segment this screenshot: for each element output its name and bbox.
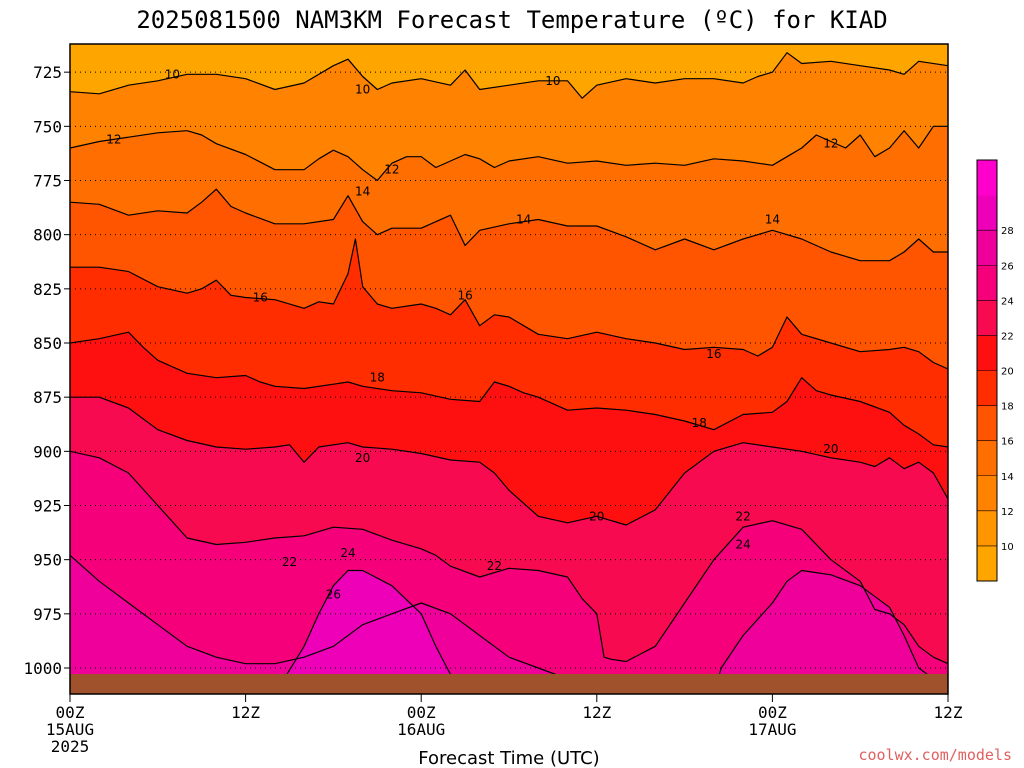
y-tick-label: 975 [33, 605, 62, 624]
x-tick-label-line1: 00Z [56, 703, 85, 722]
colorbar-segment [977, 230, 997, 266]
isotherm-label-22: 22 [735, 509, 750, 523]
colorbar-segment [977, 405, 997, 442]
x-tick-label-line1: 12Z [231, 703, 260, 722]
isotherm-label-18: 18 [370, 371, 385, 385]
y-tick-label: 925 [33, 497, 62, 516]
isotherm-labels: 10 10 10 12 12 12 14 14 14 16 16 16 18 18 20 20 20 22 22 22… [106, 67, 838, 601]
isotherm-26 [274, 569, 459, 694]
isotherm-10 [70, 52, 948, 99]
isotherm-14 [70, 188, 948, 262]
colorbar-segment [977, 300, 997, 336]
isotherm-label-10: 10 [165, 67, 180, 81]
y-tick-label: 825 [33, 280, 62, 299]
colorbar-label: 16 [1001, 437, 1014, 448]
x-tick-label-line3: 2025 [51, 737, 90, 756]
x-tick-label-line1: 00Z [758, 703, 787, 722]
isotherm-label-14: 14 [355, 184, 370, 198]
temperature-fill-layer [70, 52, 948, 694]
plot-frame [69, 43, 949, 695]
isotherm-label-26: 26 [326, 587, 341, 601]
isotherm-24 [70, 554, 948, 694]
chart-title: 2025081500 NAM3KM Forecast Temperature (… [136, 6, 887, 34]
x-tick-label-line1: 12Z [582, 703, 611, 722]
colorbar-segment [977, 545, 997, 582]
y-tick-label: 1000 [23, 659, 62, 678]
colorbar-segment [977, 265, 997, 301]
colorbar-segment [977, 510, 997, 547]
colorbar-segment [977, 160, 997, 196]
isotherm-label-24: 24 [340, 546, 355, 560]
x-tick-label-line1: 12Z [934, 703, 963, 722]
colorbar: 10 12 14 16 18 20 22 24 26 28 [976, 159, 1014, 582]
credit-text: coolwx.com/models [858, 746, 1012, 764]
colorbar-label: 26 [1001, 261, 1014, 272]
y-tick-label: 775 [33, 172, 62, 191]
colorbar-label: 20 [1001, 367, 1014, 378]
isotherm-22 [70, 450, 948, 665]
y-tick-label: 900 [33, 442, 62, 461]
isotherm-label-22: 22 [487, 559, 502, 573]
x-tick-label-line2: 15AUG [46, 720, 94, 739]
x-axis-label: Forecast Time (UTC) [418, 748, 599, 768]
y-tick-label: 875 [33, 388, 62, 407]
colorbar-segment [977, 195, 997, 231]
isotherm-label-12: 12 [823, 137, 838, 151]
colorbar-segment [977, 475, 997, 512]
ground-surface [70, 674, 948, 694]
isotherm-label-20: 20 [355, 451, 370, 465]
temperature-band-22 [70, 451, 948, 694]
isotherm-label-14: 14 [765, 213, 780, 227]
colorbar-segment [977, 335, 997, 371]
colorbar-label: 28 [1001, 226, 1014, 237]
isotherm-label-18: 18 [692, 416, 707, 430]
y-axis: 725 750 775 800 825 850 875 900 925 950 975 1000 [23, 63, 70, 678]
isotherm-label-10: 10 [355, 83, 370, 97]
isotherm-label-10: 10 [545, 74, 560, 88]
x-tick-label-line2: 16AUG [397, 720, 445, 739]
isotherm-16 [70, 238, 948, 370]
colorbar-label: 22 [1001, 331, 1014, 342]
isotherm-label-12: 12 [106, 132, 121, 146]
isotherm-label-24: 24 [735, 538, 750, 552]
isotherm-label-16: 16 [253, 291, 268, 305]
colorbar-label: 18 [1001, 402, 1014, 413]
isotherm-label-22: 22 [282, 555, 297, 569]
isotherm-18 [70, 331, 948, 448]
colorbar-label: 14 [1001, 472, 1014, 483]
isotherm-12 [70, 125, 948, 182]
colorbar-label: 12 [1001, 507, 1014, 518]
colorbar-label: 24 [1001, 296, 1014, 307]
temperature-band-24 [70, 555, 948, 694]
y-tick-label: 750 [33, 117, 62, 136]
colorbar-segment [977, 440, 997, 477]
x-tick-label-line2: 17AUG [748, 720, 796, 739]
isotherm-label-20: 20 [823, 442, 838, 456]
y-tick-label: 800 [33, 226, 62, 245]
y-tick-label: 850 [33, 334, 62, 353]
colorbar-label: 10 [1001, 542, 1014, 553]
y-tick-label: 725 [33, 63, 62, 82]
isotherm-20 [70, 396, 948, 526]
isotherm-label-20: 20 [589, 509, 604, 523]
isotherm-label-16: 16 [457, 288, 472, 302]
isotherm-lines [70, 52, 948, 694]
y-tick-label: 950 [33, 551, 62, 570]
isotherm-label-12: 12 [384, 163, 399, 177]
isotherm-label-16: 16 [706, 347, 721, 361]
x-tick-label-line1: 00Z [407, 703, 436, 722]
colorbar-segment [977, 370, 997, 407]
isotherm-label-14: 14 [516, 213, 531, 227]
temperature-band-26 [274, 570, 458, 694]
